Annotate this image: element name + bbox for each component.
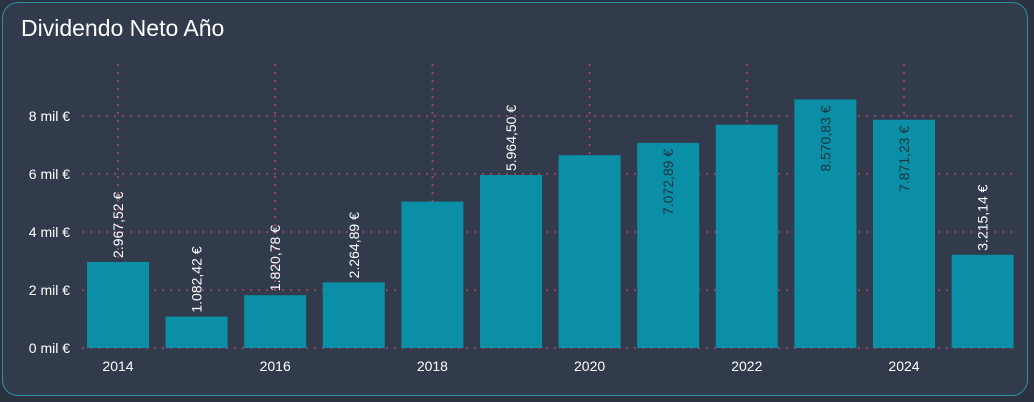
- bar-2017: [322, 282, 385, 348]
- y-tick-label: 4 mil €: [29, 224, 70, 240]
- data-label-2019: 5.964,50 €: [503, 105, 519, 171]
- x-axis: 2014 2016 2018 2020 2022 2024: [102, 358, 919, 374]
- bar-2015: [165, 316, 228, 348]
- x-tick-label: 2018: [417, 358, 448, 374]
- data-label-2017: 2.264,89 €: [346, 212, 362, 278]
- bars: [87, 99, 1014, 349]
- data-label-2025: 3.215,14 €: [975, 184, 991, 250]
- bar-2016: [244, 295, 307, 348]
- bar-2021: [637, 142, 700, 348]
- data-label-2023: 8.570,83 €: [817, 105, 833, 171]
- x-tick-label: 2024: [888, 358, 919, 374]
- bar-2023: [794, 99, 857, 349]
- data-label-2024: 7.871,23 €: [896, 126, 912, 192]
- y-tick-label: 6 mil €: [29, 166, 70, 182]
- x-tick-label: 2020: [574, 358, 605, 374]
- data-label-2016: 1.820,78 €: [267, 225, 283, 291]
- data-label-2014: 2.967,52 €: [110, 192, 126, 258]
- x-tick-label: 2022: [731, 358, 762, 374]
- y-axis: 0 mil € 2 mil € 4 mil € 6 mil € 8 mil €: [29, 108, 70, 356]
- bar-2022: [715, 124, 778, 348]
- x-tick-label: 2014: [102, 358, 133, 374]
- data-labels: 2.967,52 € 1.082,42 € 1.820,78 € 2.264,89 €…: [110, 105, 991, 313]
- bar-2024: [873, 119, 935, 348]
- x-tick-label: 2016: [260, 358, 291, 374]
- data-label-2015: 1.082,42 €: [189, 246, 205, 312]
- bar-2014: [87, 261, 149, 348]
- bar-2020: [558, 155, 621, 348]
- y-tick-label: 2 mil €: [29, 282, 70, 298]
- bar-2018: [401, 201, 464, 348]
- y-tick-label: 0 mil €: [29, 340, 70, 356]
- chart-title: Dividendo Neto Año: [21, 15, 225, 41]
- bar-2025: [951, 254, 1014, 348]
- bar-2019: [480, 175, 542, 348]
- data-label-2021: 7.072,89 €: [660, 149, 676, 215]
- y-tick-label: 8 mil €: [29, 108, 70, 124]
